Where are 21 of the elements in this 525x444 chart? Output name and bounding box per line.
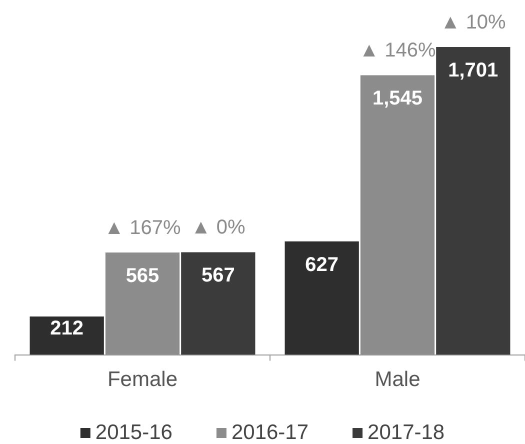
bar	[360, 75, 435, 355]
bar	[436, 47, 510, 355]
annotation: ▲ 146%	[359, 40, 436, 62]
bar	[284, 241, 359, 355]
data-label: 212	[50, 318, 84, 340]
text: ▲ 10%	[440, 12, 506, 34]
bar	[30, 316, 104, 355]
x-tick-label: Male	[374, 368, 420, 392]
data-label: 627	[305, 254, 339, 276]
data-label: 1,701	[448, 60, 498, 82]
annotation: ▲ 0%	[191, 216, 246, 239]
legend-label: 2015-16	[95, 420, 172, 444]
annotation: ▲ 167%	[104, 217, 181, 240]
data-label: 1,545	[372, 88, 423, 110]
bar	[181, 252, 256, 355]
legend-label: 2017-18	[368, 420, 445, 444]
legend-label: 2016-17	[231, 420, 309, 444]
data-label: 567	[201, 264, 235, 287]
x-tick-label: Female	[107, 368, 178, 392]
data-label: 565	[126, 265, 160, 288]
bar	[105, 252, 180, 355]
